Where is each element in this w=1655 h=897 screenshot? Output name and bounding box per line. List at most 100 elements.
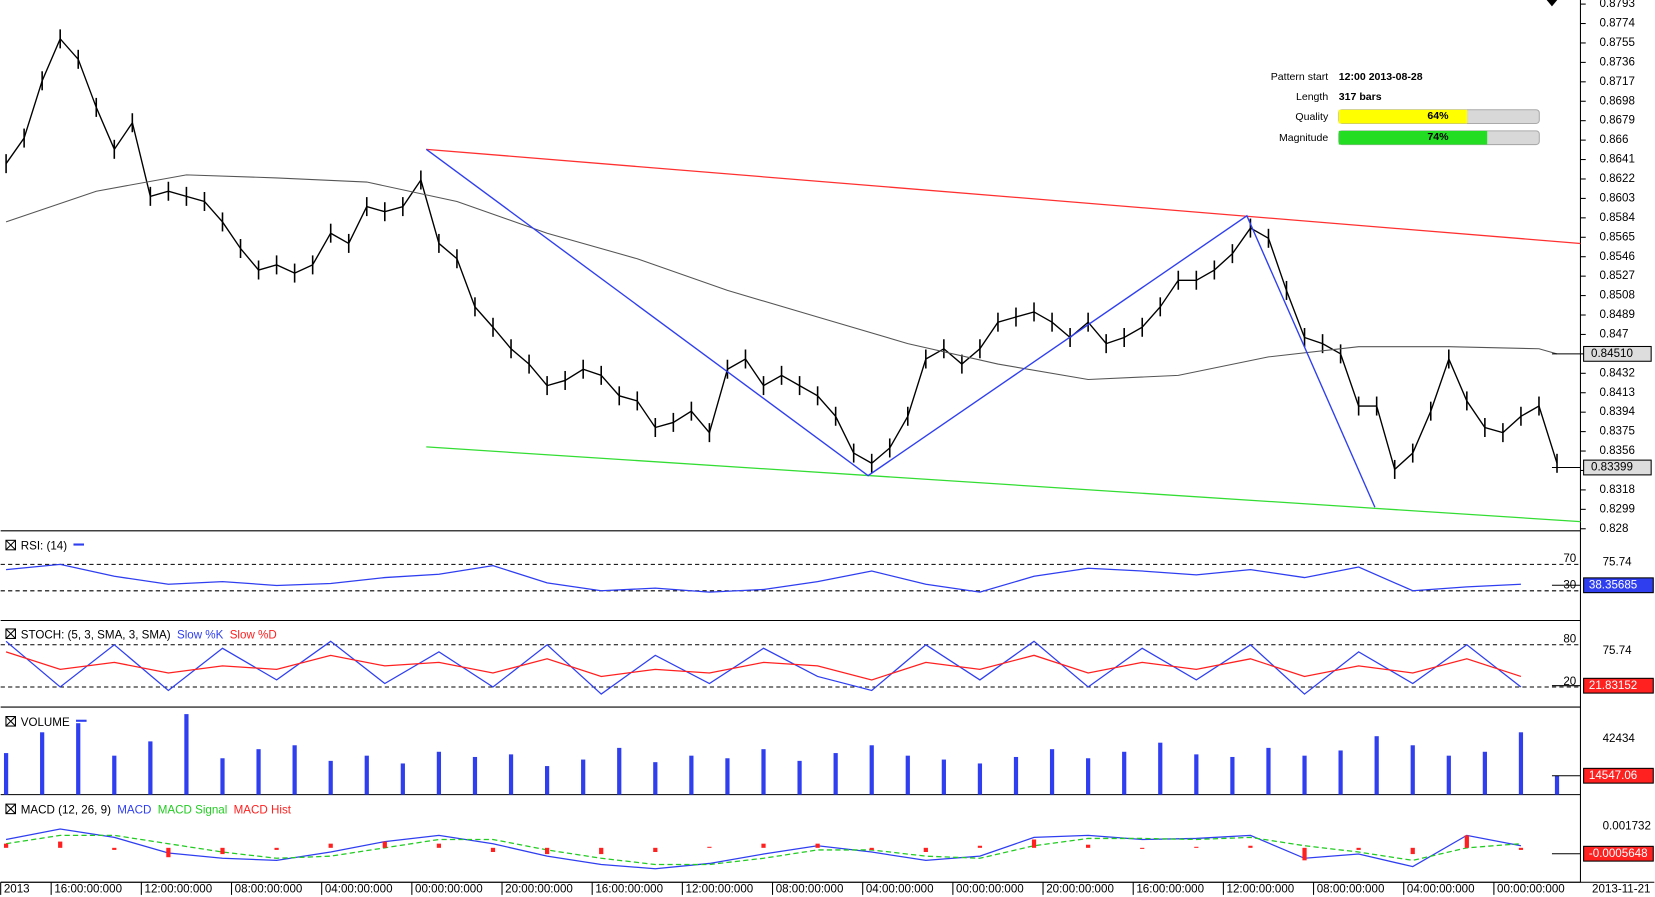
volume-bar (725, 758, 730, 795)
macd-hist-bar (815, 843, 820, 848)
scale-note: 42434 (1603, 732, 1636, 745)
x-tick-label: 00:00:00:000 (1497, 883, 1565, 896)
current-box (1583, 677, 1654, 694)
macd-hist-bar (923, 847, 928, 853)
y-tick-label: 0.847 (1599, 328, 1628, 341)
x-tick-label: 12:00:00:000 (686, 883, 754, 896)
macd-hist-bar (977, 845, 983, 848)
volume-bar (1338, 750, 1343, 795)
info-label: Quality (1295, 111, 1329, 123)
volume-bar (76, 723, 81, 795)
indicator-line (5, 651, 1522, 681)
x-tick-label: 12:00:00:000 (145, 883, 213, 896)
panel-title: VOLUME (21, 716, 70, 729)
y-tick-label: 0.8698 (1599, 94, 1634, 107)
x-tick-label: 08:00:00:000 (235, 883, 303, 896)
legend-entry: MACD Signal (158, 804, 228, 817)
x-tick-label: 16:00:00:000 (595, 883, 663, 896)
volume-bar (1086, 758, 1091, 795)
current-box (1583, 459, 1652, 476)
macd-hist-bar (1248, 845, 1253, 848)
y-tick-label: 0.8641 (1599, 153, 1634, 166)
macd-hist-bar (436, 843, 442, 848)
macd-hist-bar (1518, 847, 1524, 850)
pattern (425, 148, 1376, 508)
volume-bar (256, 749, 261, 795)
macd-hist-bar (544, 847, 550, 855)
y-tick-label: 0.8527 (1599, 269, 1634, 282)
macd-hist-bar (761, 843, 766, 848)
macd-hist-bar (3, 843, 9, 848)
y-tick-label: 0.8318 (1599, 483, 1634, 496)
meter-label: 74% (1427, 131, 1449, 143)
volume-bar (1482, 751, 1487, 795)
y-tick-label: 0.8489 (1599, 308, 1634, 321)
volume-bar (1158, 742, 1163, 795)
meter-fill (1338, 109, 1468, 124)
info-label: Magnitude (1279, 132, 1328, 144)
volume-bar (292, 745, 297, 795)
volume-bar (761, 749, 766, 795)
y-tick-label: 0.8622 (1599, 172, 1634, 185)
y-tick-label: 0.8717 (1599, 75, 1634, 88)
scale-note: 75.74 (1603, 644, 1633, 657)
volume-bar (112, 755, 117, 795)
volume-bar (833, 753, 838, 795)
x-tick-label: 04:00:00:000 (1407, 883, 1475, 896)
volume-bar (184, 714, 189, 795)
volume-bar (3, 753, 9, 795)
y-tick-label: 0.828 (1599, 522, 1628, 535)
current-box (1583, 767, 1654, 784)
legend-entry: MACD Hist (234, 804, 292, 817)
x-tick-label: 16:00:00:000 (54, 883, 122, 896)
macd-hist-bar (653, 847, 658, 853)
macd-hist-bar (1302, 847, 1307, 861)
close-icon-cross (5, 539, 16, 551)
y-tick-label: 0.8736 (1599, 55, 1634, 68)
y-tick-label: 0.8774 (1599, 17, 1635, 30)
volume-bar (1049, 749, 1055, 795)
macd-hist-bar (58, 841, 63, 848)
y-tick-label: 0.8584 (1599, 211, 1635, 224)
panel-title: RSI: (14) (21, 540, 68, 553)
x-tick-label: 08:00:00:000 (776, 883, 844, 896)
macd-hist-bar (382, 841, 387, 848)
x-tick-label: 16:00:00:000 (1136, 883, 1204, 896)
volume-bar (1554, 775, 1560, 795)
y-tick-label: 0.8394 (1599, 405, 1635, 418)
close-icon-cross (5, 716, 16, 727)
volume-bar (472, 756, 478, 795)
moving-average (5, 174, 1558, 381)
volume-bar (1518, 732, 1524, 795)
info-label: Length (1296, 91, 1328, 103)
close-icon-cross (5, 803, 16, 815)
x-tick-label: 20:00:00:000 (1046, 883, 1114, 896)
y-tick-label: 0.8565 (1599, 230, 1634, 243)
info-label: Pattern start (1271, 71, 1329, 83)
y-tick-label: 0.8793 (1599, 0, 1634, 10)
x-tick-label: 08:00:00:000 (1317, 883, 1385, 896)
macd-hist-bar (1086, 844, 1091, 848)
volume-bar (1194, 754, 1199, 795)
panel-title: STOCH: (5, 3, SMA, 3, SMA) (21, 628, 171, 641)
macd-hist-bar (1464, 835, 1469, 848)
meter-label: 64% (1427, 110, 1449, 122)
macd-hist-bar (599, 847, 604, 855)
y-tick-label: 0.8299 (1599, 502, 1634, 515)
volume-bar (941, 759, 946, 795)
volume-bar (148, 741, 153, 795)
macd-hist-bar (707, 846, 712, 848)
current-box (1583, 577, 1654, 594)
y-tick-label: 0.8603 (1599, 191, 1634, 204)
volume-bar (40, 732, 45, 795)
macd-hist-bar (274, 847, 279, 850)
y-tick-label: 0.866 (1599, 133, 1628, 146)
y-tick-label: 0.8375 (1599, 425, 1634, 438)
macd-hist-bar (220, 847, 225, 855)
indicator-line (5, 834, 1521, 866)
volume-bar (1302, 755, 1307, 795)
volume-bar (905, 755, 910, 795)
macd-hist-bar (1410, 847, 1415, 855)
current-box (1583, 845, 1654, 862)
close-icon-cross (5, 628, 16, 639)
